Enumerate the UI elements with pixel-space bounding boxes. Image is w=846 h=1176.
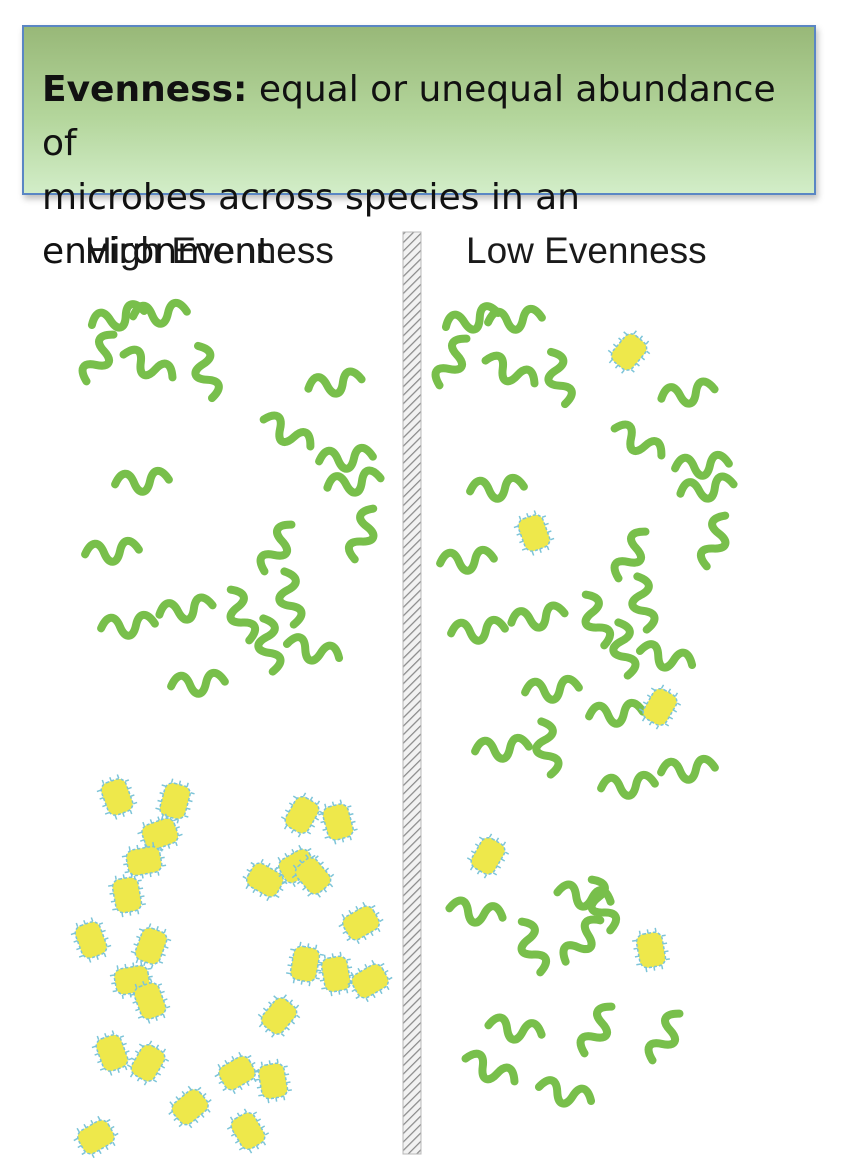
coccus-microbe [338, 901, 384, 945]
coccus-microbe [70, 917, 112, 963]
coccus-microbe [347, 959, 393, 1003]
coccus-microbe [291, 854, 335, 898]
rod-microbe [447, 615, 509, 645]
coccus-microbe [607, 330, 651, 374]
coccus-microbe [91, 1030, 133, 1076]
definition-line-2: microbes across species in an environmen… [42, 177, 580, 272]
coccus-microbe [96, 774, 138, 820]
coccus-microbe [317, 951, 355, 997]
coccus-microbe [155, 778, 195, 824]
rod-microbe [275, 567, 306, 629]
low-evenness-panel [431, 302, 738, 1108]
high-evenness-panel [70, 298, 393, 1159]
rod-microbe [256, 520, 296, 576]
coccus-microbe [108, 872, 146, 918]
rod-microbe [129, 298, 191, 328]
definition-line-1: Evenness: equal or unequal abundance of [42, 63, 796, 171]
coccus-microbe [214, 1051, 260, 1095]
rod-microbe [559, 915, 605, 966]
rod-microbe [282, 633, 344, 665]
rod-microbe [544, 347, 576, 409]
coccus-microbe [73, 1115, 119, 1159]
rod-microbe [657, 754, 719, 784]
rod-microbe [481, 351, 539, 388]
rod-microbe [304, 367, 366, 398]
rod-microbe [111, 466, 173, 496]
rod-microbe [484, 304, 546, 334]
rod-microbe [78, 330, 118, 386]
low-evenness-heading: Low Evenness [466, 230, 707, 271]
coccus-microbe [168, 1085, 212, 1129]
rod-microbe [597, 770, 659, 800]
rod-microbe [226, 585, 260, 645]
rod-microbe [521, 674, 583, 704]
coccus-microbe [638, 684, 682, 730]
coccus-microbe [242, 858, 288, 902]
high-evenness-heading: High Evenness [85, 230, 334, 271]
panel-divider [402, 231, 422, 1155]
rod-microbe [344, 504, 378, 564]
coccus-microbe [286, 941, 324, 987]
rod-microbe [471, 733, 533, 763]
rod-microbe [87, 300, 149, 332]
rod-microbe [576, 1002, 616, 1058]
rod-microbe [696, 511, 730, 571]
coccus-microbe [226, 1108, 270, 1154]
coccus-microbe [513, 510, 555, 556]
rod-microbe [635, 640, 697, 672]
coccus-microbe [466, 833, 510, 879]
rod-microbe [259, 411, 315, 451]
coccus-microbe [129, 978, 171, 1024]
rod-microbe [517, 917, 551, 977]
rod-microbe [315, 443, 377, 473]
rod-microbe [445, 896, 507, 927]
rod-microbe [507, 601, 569, 632]
rod-microbe [610, 527, 650, 583]
rod-microbe [81, 536, 143, 566]
coccus-microbe [257, 994, 301, 1038]
definition-term: Evenness: [42, 69, 248, 110]
rod-microbe [534, 1076, 596, 1108]
rod-microbe [484, 1013, 546, 1044]
rod-microbe [609, 618, 640, 680]
rod-microbe [657, 377, 719, 408]
definition-text-1: equal or unequal abundance of [42, 69, 776, 164]
rod-microbe [461, 1049, 519, 1086]
coccus-microbe [130, 923, 172, 969]
rod-microbe [585, 698, 647, 728]
rod-microbe [581, 590, 615, 650]
rod-microbe [441, 302, 503, 334]
rod-microbe [431, 334, 471, 390]
rod-microbe [191, 341, 223, 403]
rod-microbe [97, 610, 159, 640]
coccus-microbe [280, 792, 324, 838]
rod-microbe [436, 545, 498, 575]
rod-microbe [119, 345, 177, 382]
rod-microbe [671, 450, 733, 480]
rod-microbe [532, 717, 563, 779]
rod-microbe [466, 473, 528, 503]
coccus-microbe [126, 1040, 170, 1086]
rod-microbe [628, 572, 659, 634]
rod-microbe [254, 614, 285, 676]
coccus-microbe [318, 799, 358, 845]
coccus-microbe [137, 813, 183, 855]
rod-microbe [676, 472, 738, 503]
rod-microbe [155, 593, 217, 624]
rod-microbe [644, 1009, 684, 1065]
definition-box: Evenness: equal or unequal abundance of … [22, 25, 816, 272]
rod-microbe [323, 466, 385, 497]
rod-microbe [587, 875, 621, 935]
coccus-microbe [632, 927, 670, 973]
coccus-microbe [121, 842, 167, 880]
coccus-microbe [254, 1058, 292, 1104]
rod-microbe [167, 668, 229, 698]
rod-microbe [610, 420, 666, 460]
